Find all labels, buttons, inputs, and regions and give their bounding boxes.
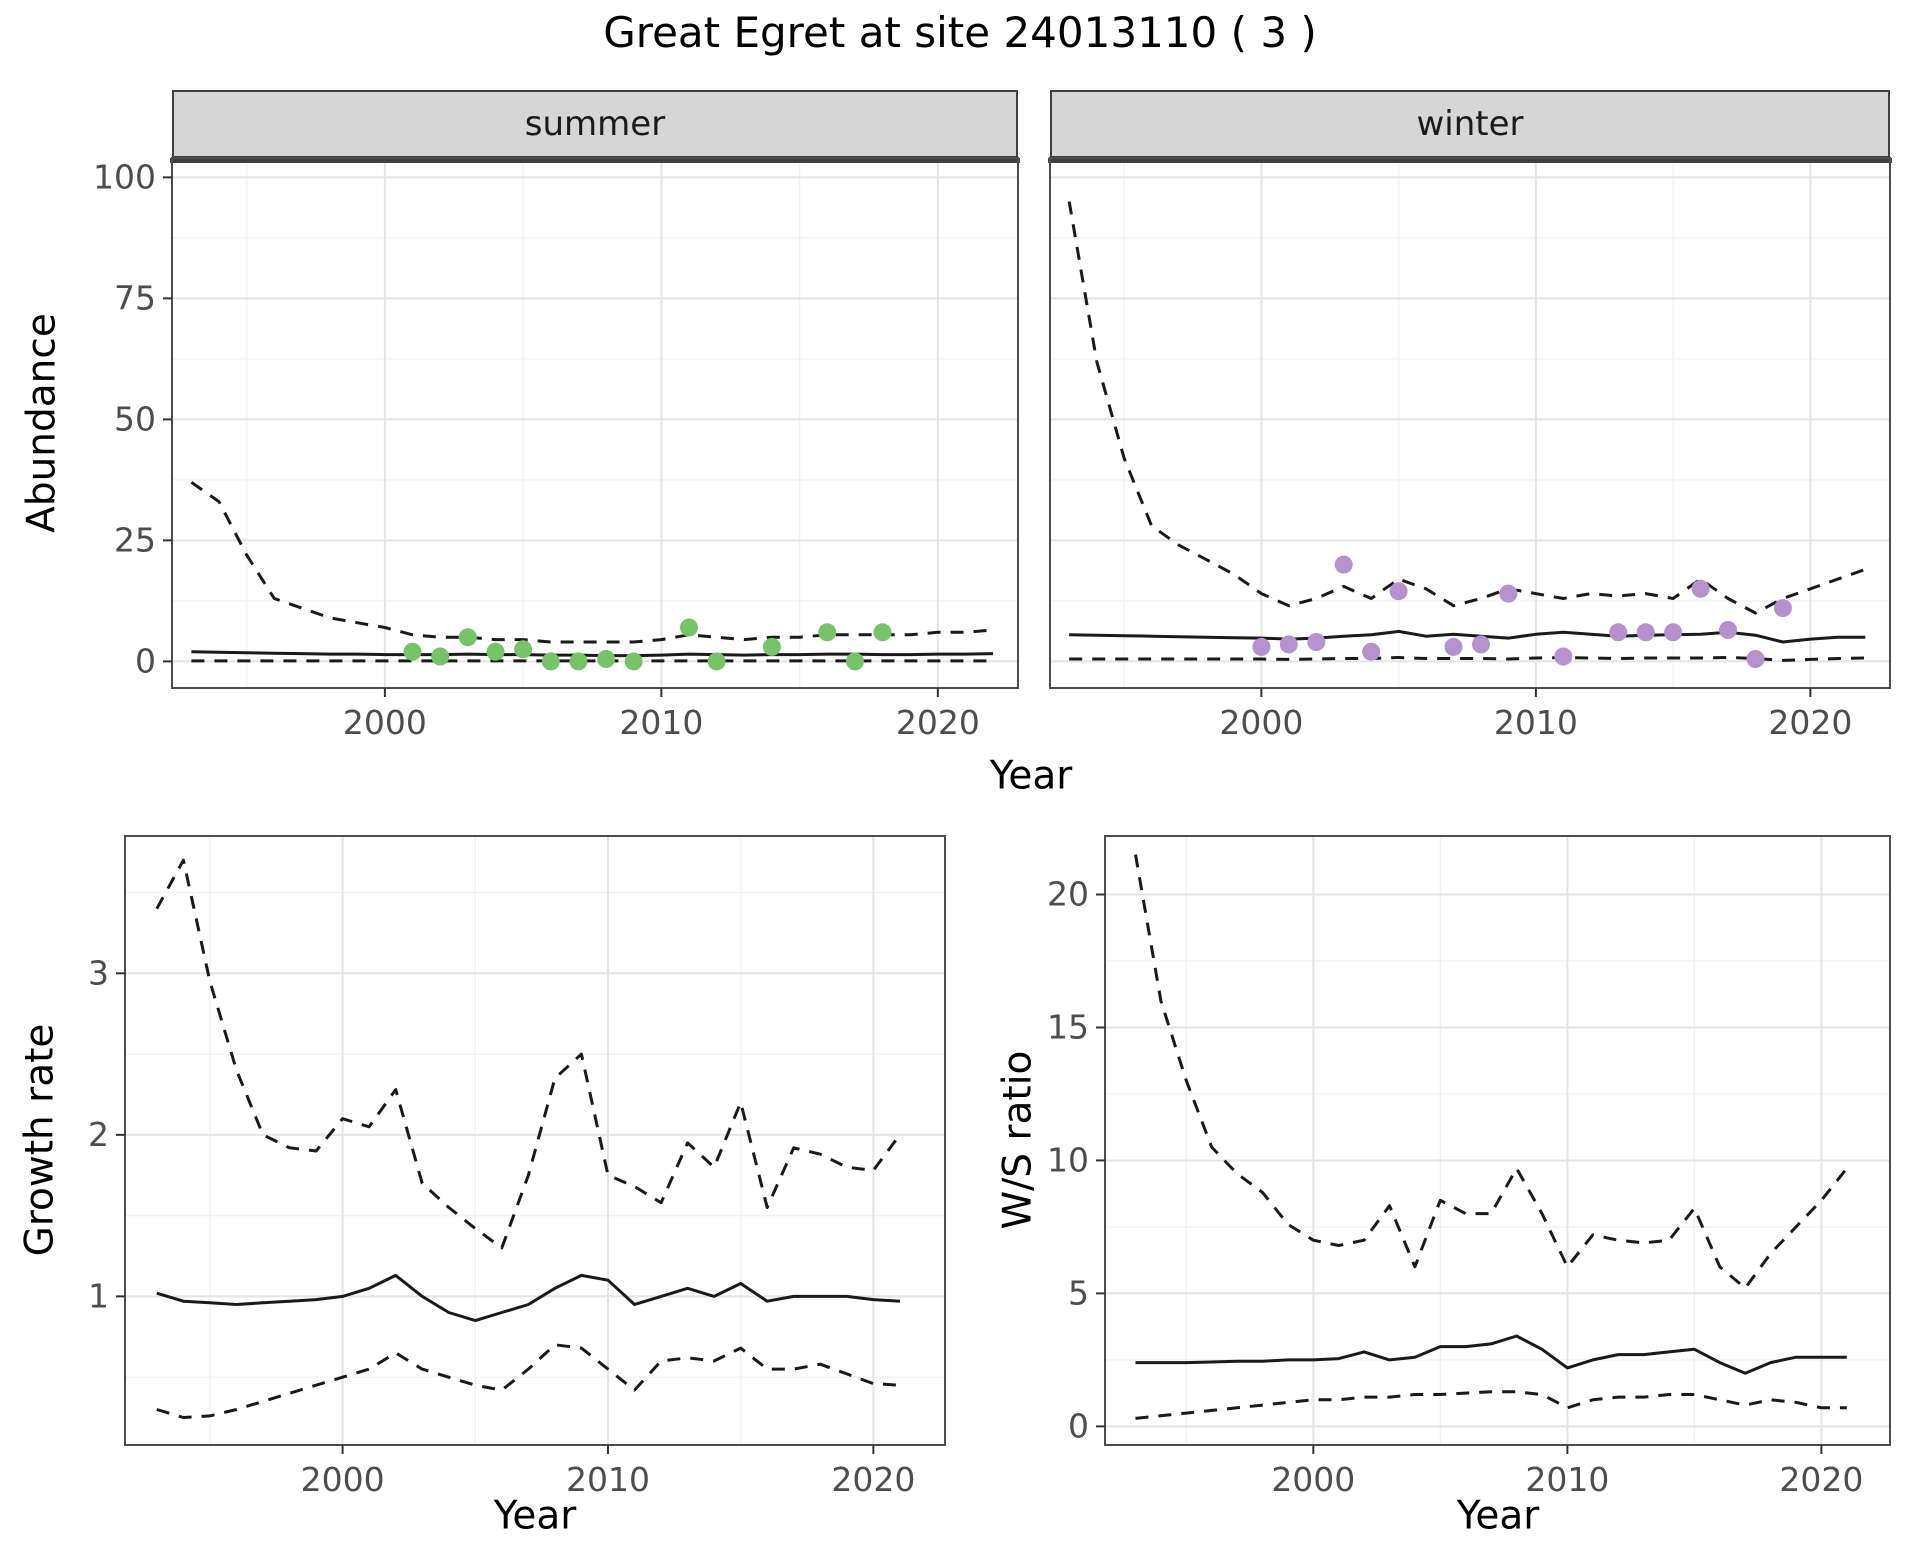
- summer-y-tick-label: 0: [135, 641, 156, 680]
- ws-y-tick-label: 5: [1068, 1273, 1089, 1312]
- ws-x-tick-label: 2000: [1271, 1460, 1355, 1499]
- ws-x-tick-label: 2010: [1525, 1460, 1609, 1499]
- growth-lower-ci-line: [156, 1343, 900, 1419]
- summer-y-tick-label: 75: [114, 278, 156, 317]
- winter-x-tick-label: 2010: [1494, 703, 1578, 742]
- summer-x-tick-label: 2010: [619, 703, 703, 742]
- growth-panel: 2000 2010 2020 1 2 3: [88, 835, 946, 1499]
- summer-observations: [403, 618, 892, 671]
- winter-x-tick-label: 2000: [1219, 703, 1303, 742]
- growth-panel-border: [124, 835, 946, 1446]
- ws-y-tick-label: 10: [1047, 1140, 1089, 1179]
- ws-lower-ci-line: [1135, 1390, 1847, 1420]
- summer-x-tick-label: 2000: [343, 703, 427, 742]
- summer-upper-ci-line: [190, 481, 994, 644]
- facet-strip-winter: winter: [1050, 90, 1890, 158]
- growth-x-tick-label: 2010: [566, 1460, 650, 1499]
- winter-lower-ci-line: [1069, 656, 1866, 662]
- growth-x-tick-label: 2000: [301, 1460, 385, 1499]
- summer-x-tick-label: 2020: [896, 703, 980, 742]
- growth-y-tick-label: 1: [88, 1276, 109, 1315]
- ws-panel: 2000 2010 2020 0 5 10 15 20: [1047, 835, 1891, 1499]
- ws-median-line: [1135, 1334, 1847, 1375]
- summer-panel-border: [171, 157, 1019, 689]
- growth-median-line: [156, 1273, 900, 1323]
- ws-y-tick-label: 0: [1068, 1406, 1089, 1445]
- growth-x-tick-label: 2020: [831, 1460, 915, 1499]
- winter-upper-ci-line: [1067, 201, 1866, 615]
- bottom-left-year-axis-label: Year: [493, 1493, 577, 1539]
- ws-y-tick-label: 20: [1047, 875, 1089, 914]
- ws-y-tick-label: 15: [1047, 1007, 1089, 1046]
- summer-y-tick-label: 50: [114, 399, 156, 438]
- winter-x-tick-label: 2020: [1768, 703, 1852, 742]
- facet-strip-summer: summer: [172, 90, 1018, 158]
- summer-y-tick-label: 100: [93, 157, 156, 196]
- winter-panel-border: [1049, 157, 1891, 689]
- summer-y-tick-label: 25: [114, 520, 156, 559]
- ws-panel-border: [1104, 835, 1891, 1446]
- winter-observations: [1252, 555, 1792, 668]
- growth-y-tick-label: 2: [88, 1115, 109, 1154]
- growth-upper-ci-line: [155, 858, 902, 1250]
- ws-x-tick-label: 2020: [1779, 1460, 1863, 1499]
- bottom-right-year-axis-label: Year: [1456, 1493, 1540, 1539]
- growth-y-tick-label: 3: [88, 953, 109, 992]
- top-year-axis-label: Year: [989, 753, 1073, 799]
- summer-panel: 2000 2010 2020 0 25 50 75 100: [93, 157, 1020, 742]
- winter-panel: 2000 2010 2020: [1048, 157, 1892, 742]
- chart-title: Great Egret at site 24013110 ( 3 ): [603, 8, 1317, 57]
